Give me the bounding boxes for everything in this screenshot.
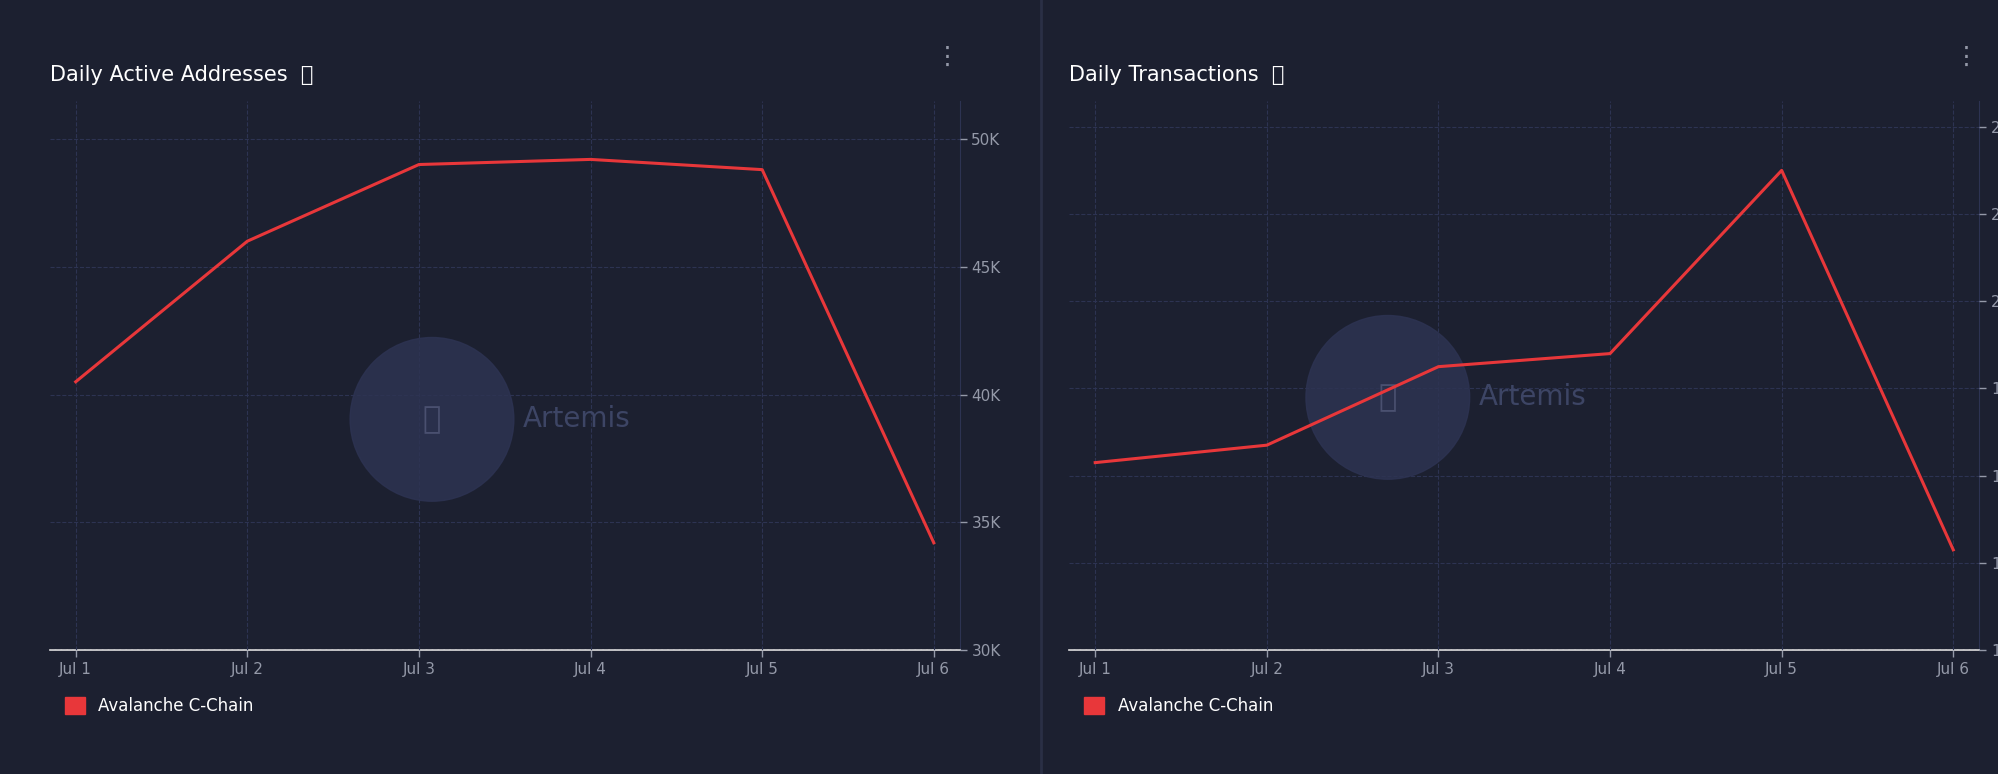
Text: ⋮: ⋮	[1952, 45, 1978, 69]
Text: ⋮: ⋮	[933, 45, 959, 69]
Text: Artemis: Artemis	[523, 406, 631, 433]
Text: ⌗: ⌗	[424, 405, 442, 434]
Text: Artemis: Artemis	[1479, 383, 1586, 411]
Legend: Avalanche C-Chain: Avalanche C-Chain	[58, 690, 260, 721]
Legend: Avalanche C-Chain: Avalanche C-Chain	[1077, 690, 1279, 721]
Text: ⌗: ⌗	[1379, 383, 1397, 412]
Ellipse shape	[350, 337, 513, 502]
Text: Daily Transactions  ⓘ: Daily Transactions ⓘ	[1069, 65, 1285, 85]
Text: Daily Active Addresses  ⓘ: Daily Active Addresses ⓘ	[50, 65, 314, 85]
Ellipse shape	[1305, 316, 1469, 479]
